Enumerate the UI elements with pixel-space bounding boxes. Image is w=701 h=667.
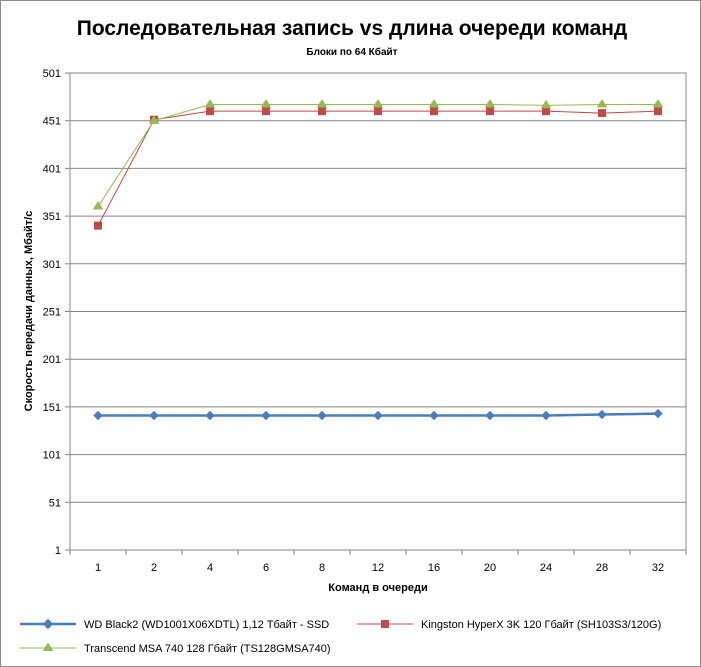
data-point: [597, 409, 607, 420]
data-point: [317, 410, 327, 421]
y-tick-label: 151: [43, 402, 61, 414]
x-tick-label: 8: [319, 562, 325, 574]
data-point: [148, 115, 160, 124]
y-tick-label: 501: [43, 68, 61, 80]
legend-item: Kingston HyperX 3K 120 Гбайт (SH103S3/12…: [357, 619, 661, 631]
y-tick-label: 351: [43, 211, 61, 223]
data-point: [596, 99, 608, 108]
data-point: [428, 99, 440, 108]
x-tick-label: 28: [596, 562, 608, 574]
data-point: [654, 107, 662, 116]
data-point: [372, 99, 384, 108]
data-point: [429, 410, 439, 421]
data-point: [541, 410, 551, 421]
series-3: [92, 99, 664, 210]
x-tick-label: 32: [652, 562, 664, 574]
data-point: [206, 107, 214, 116]
legend-label: WD Black2 (WD1001X06XDTL) 1,12 Тбайт - S…: [84, 619, 329, 631]
legend-item: Transcend MSA 740 128 Гбайт (TS128GMSA74…: [20, 642, 331, 655]
y-tick-label: 1: [55, 545, 61, 557]
x-tick-label: 16: [428, 562, 440, 574]
x-tick-label: 4: [207, 562, 213, 574]
chart-subtitle: Блоки по 64 Кбайт: [306, 46, 397, 58]
x-axis: 1 2 4 6 8 12 16 20 24 28 32: [69, 550, 687, 574]
legend-label: Kingston HyperX 3K 120 Гбайт (SH103S3/12…: [421, 619, 661, 631]
x-tick-label: 2: [151, 562, 157, 574]
chart-title: Последовательная запись vs длина очереди…: [77, 17, 628, 40]
data-point: [261, 410, 271, 421]
x-tick-label: 12: [372, 562, 384, 574]
legend-item: WD Black2 (WD1001X06XDTL) 1,12 Тбайт - S…: [20, 618, 329, 631]
data-point: [316, 99, 328, 108]
y-tick-label: 401: [43, 163, 61, 175]
data-point: [542, 107, 550, 116]
data-point: [42, 642, 54, 651]
grid: [70, 72, 686, 551]
y-tick-label: 301: [43, 259, 61, 271]
data-point: [205, 410, 215, 421]
data-point: [262, 107, 270, 116]
data-point: [260, 99, 272, 108]
x-tick-label: 24: [540, 562, 552, 574]
legend: WD Black2 (WD1001X06XDTL) 1,12 Тбайт - S…: [20, 618, 661, 655]
y-tick-label: 201: [43, 354, 61, 366]
x-axis-title: Команд в очереди: [328, 582, 427, 594]
data-point: [486, 107, 494, 116]
data-point: [653, 408, 663, 419]
y-tick-label: 451: [43, 116, 61, 128]
x-tick-label: 20: [484, 562, 496, 574]
data-point: [598, 109, 606, 118]
y-tick-label: 51: [49, 497, 61, 509]
x-tick-label: 6: [263, 562, 269, 574]
data-point: [540, 100, 552, 109]
series-line: [97, 103, 658, 207]
y-tick-label: 251: [43, 307, 61, 319]
data-point: [93, 410, 103, 421]
data-point: [430, 107, 438, 116]
data-point: [318, 107, 326, 116]
data-point: [381, 620, 389, 628]
legend-box: [12, 608, 688, 660]
data-point: [485, 410, 495, 421]
data-point: [94, 221, 102, 230]
series-1: [93, 408, 663, 421]
series: [92, 99, 664, 421]
data-point: [484, 99, 496, 108]
data-point: [204, 99, 216, 108]
legend-label: Transcend MSA 740 128 Гбайт (TS128GMSA74…: [84, 643, 331, 655]
data-point: [374, 107, 382, 116]
data-point: [92, 201, 104, 210]
data-point: [42, 618, 54, 630]
data-point: [652, 99, 664, 108]
data-point: [373, 410, 383, 421]
data-point: [149, 410, 159, 421]
y-tick-label: 101: [43, 450, 61, 462]
x-tick-label: 1: [95, 562, 101, 574]
y-axis-title: Скорость передачи данных, Мбайт/с: [23, 211, 35, 412]
